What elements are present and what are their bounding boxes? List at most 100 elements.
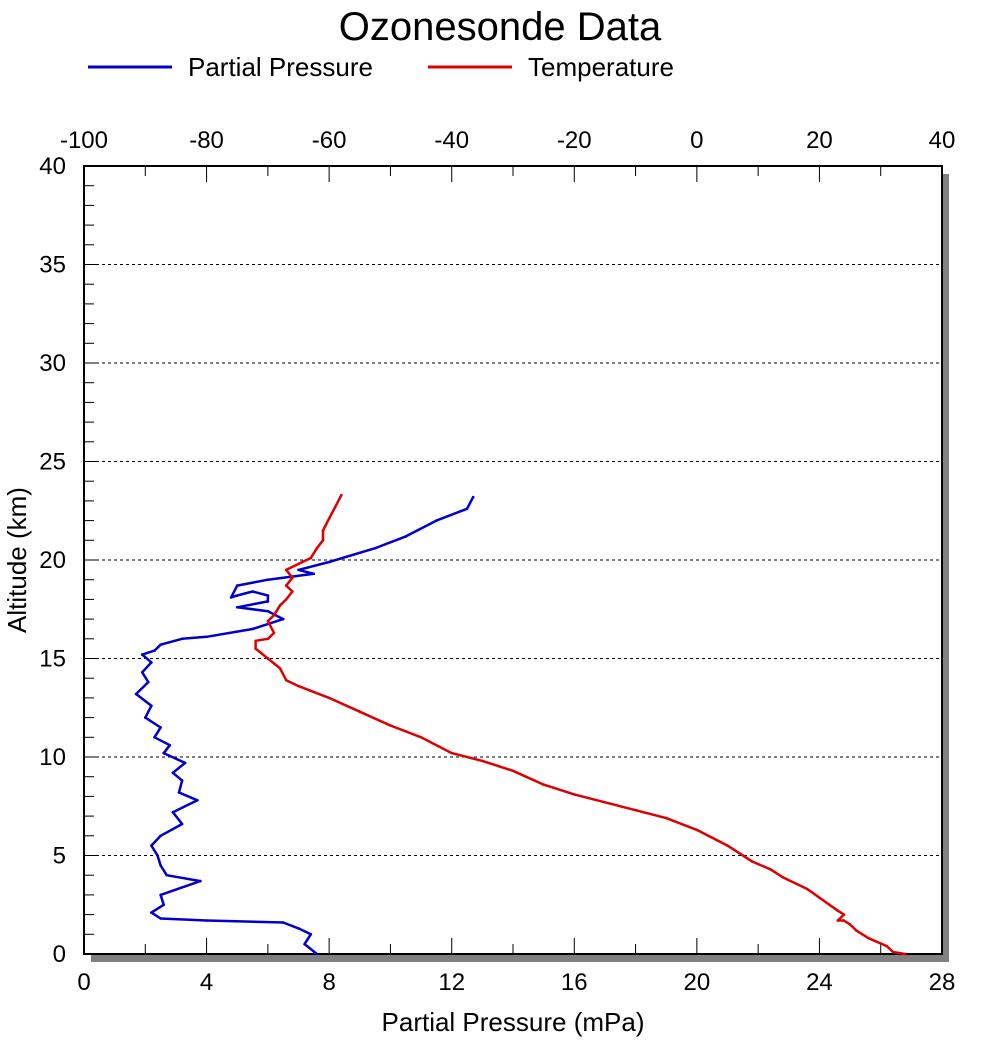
data-point-partial-pressure [180,779,184,782]
y-tick-label: 20 [39,547,66,574]
data-point-partial-pressure [159,834,162,838]
data-point-temperature [358,710,362,713]
data-point-partial-pressure [156,854,159,857]
legend: Partial Pressure Temperature [88,52,674,82]
data-point-temperature [315,546,319,550]
x-tick-label: 20 [684,969,711,996]
data-point-partial-pressure [303,942,306,946]
data-point-temperature [750,860,754,863]
data-point-temperature [842,919,846,922]
x-axis-label: Partial Pressure (mPa) [382,1007,645,1037]
data-point-temperature [291,576,294,579]
legend-label-partial-pressure: Partial Pressure [188,52,373,82]
x-tick-label: 4 [200,969,213,996]
y-tick-label: 15 [39,646,66,673]
data-point-temperature [854,929,858,932]
data-point-temperature [511,769,515,773]
x-tick-label: 28 [929,969,956,996]
data-point-temperature [284,568,288,572]
data-point-partial-pressure [312,572,316,576]
data-point-temperature [726,844,729,847]
data-point-partial-pressure [235,594,239,597]
data-point-partial-pressure [134,692,138,696]
data-point-partial-pressure [297,927,300,930]
data-point-temperature [781,875,784,879]
data-point-temperature [769,868,772,871]
data-point-temperature [327,696,331,700]
y-axis-label: Altitude (km) [2,487,32,633]
y-tick-label: 40 [39,153,66,180]
data-point-partial-pressure [140,671,144,674]
x-tick-label: 12 [438,969,465,996]
data-point-temperature [903,952,907,956]
data-point-partial-pressure [199,879,202,883]
data-point-partial-pressure [281,921,285,924]
data-point-partial-pressure [297,568,300,572]
data-point-temperature [321,539,325,542]
data-point-partial-pressure [159,643,162,646]
data-point-partial-pressure [205,919,208,922]
data-point-temperature [266,637,270,641]
data-point-temperature [836,909,840,912]
data-point-temperature [842,913,846,916]
x2-tick-label: -100 [60,127,108,154]
data-point-partial-pressure [180,822,184,826]
grid [84,264,942,856]
y-tick-label: 35 [39,252,66,279]
legend-label-temperature: Temperature [528,52,674,82]
x-tick-label: 16 [561,969,588,996]
data-point-temperature [327,517,331,520]
data-point-partial-pressure [177,791,181,794]
data-point-temperature [848,923,852,926]
data-point-partial-pressure [153,649,156,652]
axis-ticks [83,165,943,955]
data-point-partial-pressure [315,952,319,956]
data-point-temperature [891,950,895,954]
data-point-temperature [419,736,423,739]
y-tick-label: 10 [39,744,66,771]
data-point-temperature [284,678,288,682]
data-point-temperature [573,793,576,796]
data-point-partial-pressure [266,600,270,603]
data-point-partial-pressure [150,704,153,708]
y-tick-label: 25 [39,449,66,476]
data-point-partial-pressure [162,903,165,907]
data-point-partial-pressure [266,609,270,613]
data-point-partial-pressure [180,637,184,641]
data-point-partial-pressure [327,560,331,564]
data-point-temperature [321,529,325,532]
data-point-temperature [542,783,545,786]
data-point-temperature [389,724,392,727]
data-point-temperature [284,598,288,601]
data-point-partial-pressure [183,761,187,765]
data-point-partial-pressure [205,635,208,639]
x-tick-label: 0 [77,969,90,996]
data-point-temperature [278,604,282,607]
data-point-partial-pressure [159,917,162,920]
x-tick-label: 8 [322,969,335,996]
data-point-partial-pressure [147,680,150,684]
data-point-temperature [664,816,668,820]
data-point-partial-pressure [235,606,239,609]
data-point-partial-pressure [435,519,438,522]
data-point-partial-pressure [373,546,377,550]
series-layer [134,493,907,956]
data-point-partial-pressure [159,864,162,867]
data-point-partial-pressure [165,873,168,877]
data-point-partial-pressure [309,933,313,936]
x2-tick-label: 20 [806,127,833,154]
chart-title: Ozonesonde Data [339,5,662,49]
data-point-temperature [450,751,454,755]
data-point-temperature [340,493,343,497]
data-point-temperature [885,944,889,948]
y-tick-label: 30 [39,350,66,377]
data-point-partial-pressure [465,507,469,511]
data-point-partial-pressure [404,535,408,538]
data-point-partial-pressure [171,810,175,814]
y-tick-label: 0 [53,941,66,968]
data-point-temperature [254,647,257,650]
x2-tick-label: -20 [557,127,592,154]
data-point-temperature [266,657,270,660]
